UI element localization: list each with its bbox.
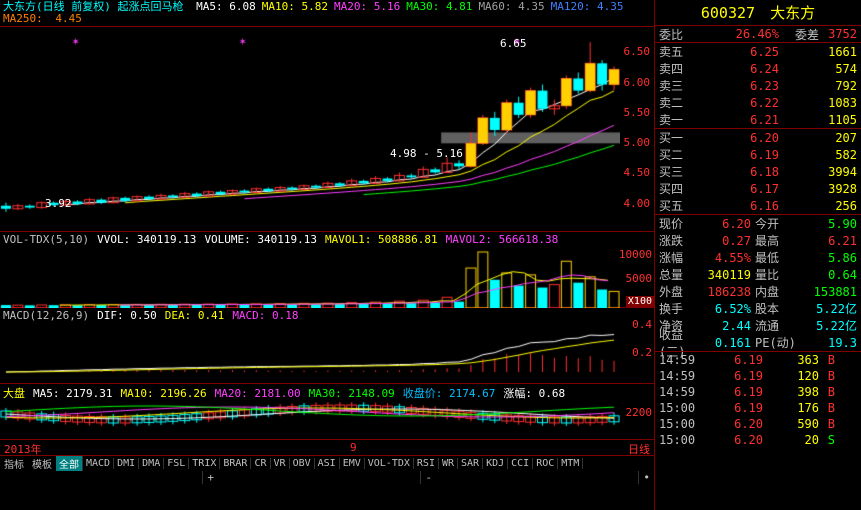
indicator-tab-kdj[interactable]: KDJ xyxy=(483,458,508,469)
stat-row: 总量340119量比0.64 xyxy=(655,266,861,283)
indicator-tab-mtm[interactable]: MTM xyxy=(558,458,583,469)
indicator-tab-macd[interactable]: MACD xyxy=(83,458,114,469)
quote-row: 买四6.173928 xyxy=(655,180,861,197)
indicator-tab-模板: 模板 xyxy=(28,456,56,471)
indicator-tab-cr[interactable]: CR xyxy=(251,458,270,469)
indicator-tab-指标: 指标 xyxy=(0,456,28,471)
volume-panel[interactable]: VOL-TDX(5,10)VVOL: 340119.13VOLUME: 3401… xyxy=(0,232,654,308)
indicator-tabs: 指标模板全部MACDDMIDMAFSLTRIXBRARCRVROBVASIEMV… xyxy=(0,456,654,484)
ma-item: MA120: 4.35 xyxy=(551,0,624,13)
ma-item: MA20: 5.16 xyxy=(334,0,400,13)
tab-scroll-minus[interactable]: - xyxy=(420,471,436,484)
macd-ytick: 0.2 xyxy=(632,346,652,359)
stock-code: 600327 xyxy=(701,4,755,22)
ma-item: MA10: 5.82 xyxy=(262,0,328,13)
indicator-tab-dmi[interactable]: DMI xyxy=(114,458,139,469)
index-panel[interactable]: 大盘MA5: 2179.31MA10: 2196.26MA20: 2181.00… xyxy=(0,384,654,440)
tab-scroll-plus[interactable]: + xyxy=(202,471,218,484)
ratio-row: 委比 26.46% 委差 3752 xyxy=(655,26,861,43)
date-right: 日线 xyxy=(628,441,650,457)
indicator-tab-wr[interactable]: WR xyxy=(439,458,458,469)
indicator-tab-rsi[interactable]: RSI xyxy=(414,458,439,469)
trade-row: 15:006.19176B xyxy=(655,400,861,416)
date-mid: 9 xyxy=(350,441,357,454)
stat-row: 收益(三)0.161PE(动)19.3 xyxy=(655,334,861,351)
macd-panel[interactable]: MACD(12,26,9)DIF: 0.50DEA: 0.41MACD: 0.1… xyxy=(0,308,654,384)
stat-row: 外盘186238内盘153881 xyxy=(655,283,861,300)
tab-scroll-dot[interactable]: • xyxy=(638,471,654,484)
date-axis: 2013年 9 日线 xyxy=(0,440,654,456)
ma-item: MA60: 4.35 xyxy=(478,0,544,13)
vol-ytick: 10000 xyxy=(619,248,652,261)
quote-row: 买五6.16256 xyxy=(655,197,861,214)
indicator-tab-vol-tdx[interactable]: VOL-TDX xyxy=(365,458,414,469)
stock-name: 大东方 xyxy=(770,4,815,22)
ma-header: 大东方(日线 前复权) 起涨点回马枪 MA5: 6.08MA10: 5.82MA… xyxy=(0,0,654,26)
quote-row: 买二6.19582 xyxy=(655,146,861,163)
quote-row: 卖一6.211105 xyxy=(655,111,861,128)
quote-row: 买三6.183994 xyxy=(655,163,861,180)
indicator-tab-obv[interactable]: OBV xyxy=(290,458,315,469)
idx-ytick: 2200 xyxy=(626,406,653,419)
candlestick-panel[interactable]: 6.65 3.92 4.98 - 5.16 6.506.005.505.004.… xyxy=(0,26,654,232)
indicator-tab-brar[interactable]: BRAR xyxy=(220,458,251,469)
indicator-tab-vr[interactable]: VR xyxy=(271,458,290,469)
vol-ytick: 5000 xyxy=(626,272,653,285)
date-left: 2013年 xyxy=(4,441,42,457)
quote-row: 卖四6.24574 xyxy=(655,60,861,77)
band-callout: 4.98 - 5.16 xyxy=(390,147,463,160)
indicator-tab-asi[interactable]: ASI xyxy=(315,458,340,469)
ma-item: MA30: 4.81 xyxy=(406,0,472,13)
ma-item: MA5: 6.08 xyxy=(196,0,256,13)
indicator-tab-dma[interactable]: DMA xyxy=(139,458,164,469)
stat-row: 换手6.52%股本5.22亿 xyxy=(655,300,861,317)
quote-row: 卖五6.251661 xyxy=(655,43,861,60)
quote-row: 卖三6.23792 xyxy=(655,77,861,94)
trade-row: 15:006.2020S xyxy=(655,432,861,448)
indicator-tab-roc[interactable]: ROC xyxy=(533,458,558,469)
indicator-tab-emv[interactable]: EMV xyxy=(340,458,365,469)
indicator-tab-trix[interactable]: TRIX xyxy=(189,458,220,469)
quote-row: 买一6.20207 xyxy=(655,129,861,146)
quote-row: 卖二6.221083 xyxy=(655,94,861,111)
low-callout: 3.92 xyxy=(45,197,72,210)
ma250-label: MA250: 4.45 xyxy=(3,12,88,25)
trade-row: 14:596.19363B xyxy=(655,352,861,368)
trade-row: 14:596.19398B xyxy=(655,384,861,400)
trade-row: 14:596.19120B xyxy=(655,368,861,384)
stat-row: 涨跌0.27最高6.21 xyxy=(655,232,861,249)
stock-title: 600327 大东方 xyxy=(655,0,861,26)
trade-row: 15:006.20590B xyxy=(655,416,861,432)
indicator-tab-全部[interactable]: 全部 xyxy=(56,456,83,471)
indicator-tab-fsl[interactable]: FSL xyxy=(164,458,189,469)
x100-badge: X100 xyxy=(626,296,654,307)
stat-row: 现价6.20今开5.90 xyxy=(655,215,861,232)
high-callout: 6.65 xyxy=(500,37,527,50)
indicator-tab-sar[interactable]: SAR xyxy=(458,458,483,469)
indicator-tab-cci[interactable]: CCI xyxy=(508,458,533,469)
macd-ytick: 0.4 xyxy=(632,318,652,331)
stat-row: 涨幅4.55%最低5.86 xyxy=(655,249,861,266)
